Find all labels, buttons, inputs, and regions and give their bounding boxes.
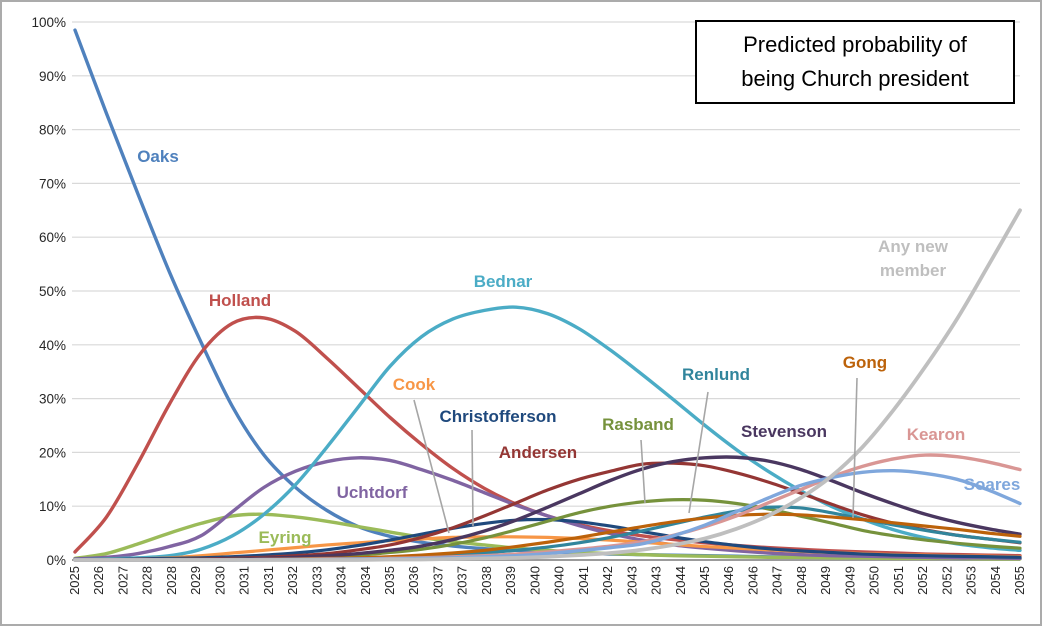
series-label-stevenson: Stevenson xyxy=(741,422,827,441)
series-label-christofferson: Christofferson xyxy=(439,407,556,426)
y-axis-tick-label: 90% xyxy=(39,69,66,84)
series-line-andersen xyxy=(73,461,1022,562)
x-axis-tick-label: 2028 xyxy=(164,566,179,595)
x-axis-tick-label: 2043 xyxy=(649,566,664,595)
x-axis-tick-label: 2045 xyxy=(697,566,712,595)
series-leader-renlund xyxy=(688,391,709,514)
x-axis-tick-label: 2028 xyxy=(140,566,155,595)
y-axis-tick-label: 70% xyxy=(39,176,66,191)
series-label-uchtdorf: Uchtdorf xyxy=(337,483,408,502)
series-label-kearon: Kearon xyxy=(907,425,966,444)
chart-title-line1: Predicted probability of xyxy=(743,31,967,57)
x-axis-tick-label: 2049 xyxy=(818,566,833,595)
x-axis-tick-label: 2054 xyxy=(988,566,1003,595)
x-axis-tick-label: 2031 xyxy=(237,566,252,595)
series-label-holland: Holland xyxy=(209,291,271,310)
series-leader-cook xyxy=(413,399,450,534)
x-axis-tick-label: 2041 xyxy=(576,566,591,595)
y-axis-tick-label: 30% xyxy=(39,392,66,407)
x-axis-tick-label: 2055 xyxy=(1012,566,1027,595)
series-line-any-new-member xyxy=(73,208,1022,562)
series-leader-rasband xyxy=(640,439,646,504)
series-line-uchtdorf xyxy=(73,456,1022,561)
x-axis-tick-label: 2044 xyxy=(673,566,688,595)
x-axis-tick-label: 2029 xyxy=(188,566,203,595)
x-axis-tick-label: 2051 xyxy=(891,566,906,595)
series-label-gong: Gong xyxy=(843,353,887,372)
series-label-oaks: Oaks xyxy=(137,147,179,166)
series-label-any-new-member-line2: member xyxy=(880,261,947,280)
series-label-bednar: Bednar xyxy=(474,272,533,291)
y-axis-tick-label: 60% xyxy=(39,230,66,245)
x-axis-tick-label: 2050 xyxy=(867,566,882,595)
series-label-cook: Cook xyxy=(393,375,436,394)
x-axis-tick-label: 2040 xyxy=(527,566,542,595)
x-axis-tick-label: 2049 xyxy=(842,566,857,595)
x-axis-tick-label: 2030 xyxy=(212,566,227,595)
x-axis-tick-label: 2052 xyxy=(939,566,954,595)
x-axis-tick-label: 2037 xyxy=(430,566,445,595)
x-axis-tick-label: 2048 xyxy=(794,566,809,595)
series-label-rasband: Rasband xyxy=(602,415,674,434)
x-axis-tick-label: 2027 xyxy=(115,566,130,595)
chart-title-box: Predicted probability of being Church pr… xyxy=(695,20,1015,104)
x-axis-tick-label: 2053 xyxy=(964,566,979,595)
series-label-any-new-member: Any new xyxy=(878,237,949,256)
x-axis-tick-label: 2034 xyxy=(358,566,373,595)
y-axis-tick-label: 80% xyxy=(39,123,66,138)
x-axis-tick-label: 2032 xyxy=(285,566,300,595)
y-axis-tick-label: 40% xyxy=(39,338,66,353)
x-axis-tick-label: 2042 xyxy=(600,566,615,595)
x-axis-tick-label: 2026 xyxy=(91,566,106,595)
x-axis-tick-label: 2046 xyxy=(745,566,760,595)
y-axis-tick-label: 20% xyxy=(39,445,66,460)
series-leader-gong xyxy=(852,377,858,519)
x-axis-tick-label: 2036 xyxy=(406,566,421,595)
x-axis-tick-label: 2033 xyxy=(309,566,324,595)
chart-title-line2: being Church president xyxy=(741,66,969,91)
series-leader-christofferson xyxy=(471,429,474,527)
y-axis-tick-label: 0% xyxy=(46,553,66,568)
x-axis-tick-label: 2046 xyxy=(721,566,736,595)
x-axis-tick-label: 2043 xyxy=(624,566,639,595)
x-axis-tick-label: 2037 xyxy=(455,566,470,595)
x-axis-tick-label: 2052 xyxy=(915,566,930,595)
series-label-eyring: Eyring xyxy=(259,528,312,547)
y-axis-tick-label: 10% xyxy=(39,499,66,514)
y-axis-tick-label: 50% xyxy=(39,284,66,299)
x-axis-tick-label: 2035 xyxy=(382,566,397,595)
x-axis-tick-label: 2047 xyxy=(770,566,785,595)
x-axis-tick-label: 2040 xyxy=(552,566,567,595)
x-axis-tick-label: 2031 xyxy=(261,566,276,595)
y-axis-tick-label: 100% xyxy=(31,15,66,30)
x-axis-tick-label: 2038 xyxy=(479,566,494,595)
series-label-renlund: Renlund xyxy=(682,365,750,384)
x-axis-tick-label: 2025 xyxy=(67,566,82,595)
series-label-soares: Soares xyxy=(964,475,1021,494)
x-axis-tick-label: 2034 xyxy=(334,566,349,595)
x-axis-tick-label: 2039 xyxy=(503,566,518,595)
series-label-andersen: Andersen xyxy=(499,443,577,462)
